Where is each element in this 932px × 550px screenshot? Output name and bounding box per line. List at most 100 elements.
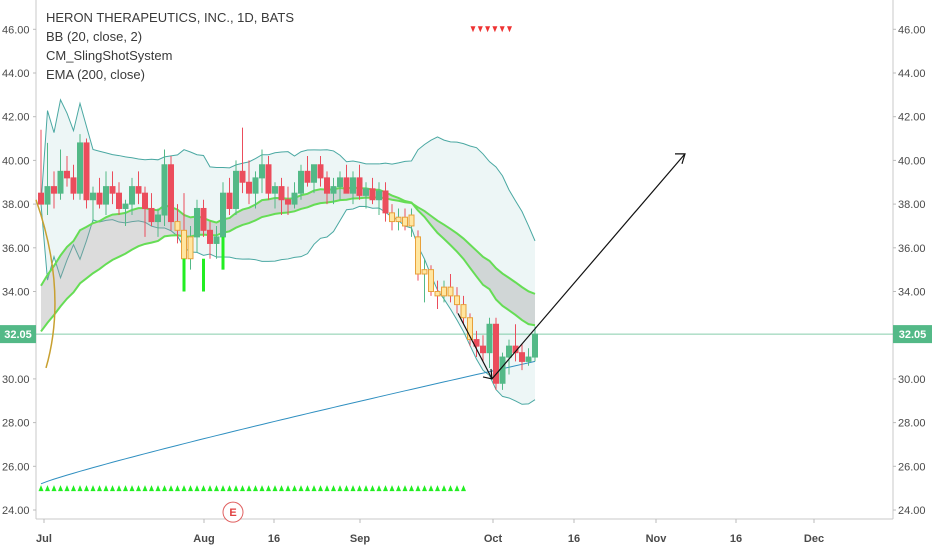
y-tick-right: 38.00: [898, 199, 926, 211]
signal-triangle-up: [129, 485, 135, 492]
signal-triangle-down: [470, 26, 476, 33]
chart-legend: HERON THERAPEUTICS, INC., 1D, BATS BB (2…: [46, 8, 294, 84]
candle-body: [291, 192, 298, 205]
price-tag-text-right: 32.05: [899, 329, 927, 341]
signal-triangle-down: [477, 26, 483, 33]
candle-body: [239, 170, 246, 183]
signal-triangle-up: [71, 485, 76, 492]
signal-triangle-up: [246, 485, 252, 492]
price-tag-text-left: 32.05: [4, 329, 32, 341]
signal-triangle-up: [38, 485, 44, 492]
signal-triangle-up: [201, 485, 206, 492]
candle-body: [181, 229, 187, 260]
signal-triangle-up: [220, 485, 226, 492]
y-tick-right: 44.00: [898, 68, 926, 80]
signal-triangle-up: [337, 485, 343, 492]
signal-triangle-up: [376, 485, 382, 492]
slingshot-long-arrow: [221, 236, 225, 270]
x-tick-label: Dec: [804, 533, 824, 545]
candle-body: [389, 212, 395, 223]
y-tick-right: 40.00: [898, 155, 926, 167]
signal-triangle-up: [51, 485, 57, 492]
signal-triangle-up: [402, 485, 408, 492]
candle-body: [499, 356, 506, 384]
candle-body: [70, 177, 77, 194]
candle-body: [421, 269, 428, 275]
price-tag-right: [893, 325, 932, 344]
signal-triangle-down: [507, 26, 512, 33]
signal-triangle-up: [233, 485, 239, 492]
candle-body: [317, 164, 324, 179]
candle-body: [233, 170, 239, 209]
y-tick-right: 34.00: [898, 287, 926, 299]
candle-body: [473, 339, 480, 347]
slingshot-long-arrow: [182, 258, 186, 292]
x-tick-label: Nov: [646, 533, 668, 545]
signal-triangle-up: [279, 485, 284, 492]
signal-triangle-up: [363, 485, 369, 492]
signal-triangle-up: [409, 485, 414, 492]
x-tick-label: 16: [268, 533, 280, 545]
candle-body: [493, 323, 499, 384]
y-tick-left: 44.00: [2, 68, 30, 80]
y-tick-right: 30.00: [898, 374, 926, 386]
candle-body: [441, 286, 447, 297]
signal-triangle-up: [103, 485, 109, 492]
candle-body: [200, 207, 207, 231]
candle-body: [207, 229, 213, 244]
y-tick-right: 42.00: [898, 112, 926, 124]
candle-body: [447, 286, 454, 297]
signal-triangle-up: [175, 485, 180, 492]
candle-body: [278, 186, 285, 201]
y-tick-right: 36.00: [898, 243, 926, 255]
y-tick-right: 28.00: [898, 418, 926, 430]
candle-body: [265, 164, 272, 194]
signal-triangle-up: [344, 485, 349, 492]
candle-body: [259, 164, 265, 179]
candle-body: [376, 190, 382, 201]
signal-triangle-up: [64, 485, 70, 492]
candle-body: [298, 170, 304, 194]
y-tick-left: 26.00: [2, 461, 30, 473]
y-tick-left: 46.00: [2, 24, 30, 36]
x-tick-label: Sep: [350, 533, 370, 545]
signal-triangle-up: [84, 485, 89, 492]
signal-triangle-down: [499, 26, 505, 33]
candle-body: [356, 177, 363, 196]
candle-body: [480, 345, 486, 354]
candle-body: [38, 192, 44, 205]
candle-body: [213, 236, 220, 244]
y-tick-left: 40.00: [2, 155, 30, 167]
x-tick-label: 16: [730, 533, 742, 545]
candle-body: [187, 236, 194, 260]
signal-triangle-up: [181, 485, 187, 492]
signal-triangle-up: [77, 485, 83, 492]
signal-triangle-up: [110, 485, 115, 492]
x-tick-label: Aug: [193, 533, 214, 545]
candle-body: [402, 216, 408, 227]
indicator-arc: [35, 199, 56, 369]
slingshot-long-arrow: [202, 258, 205, 292]
earnings-marker: [222, 501, 244, 523]
signal-triangle-up: [389, 485, 395, 492]
candle-body: [532, 333, 538, 358]
signal-triangle-up: [298, 485, 304, 492]
candle-body: [506, 345, 512, 358]
signal-triangle-up: [136, 485, 141, 492]
candle-body: [311, 164, 317, 183]
candle-body: [155, 214, 161, 223]
y-tick-right: 46.00: [898, 24, 926, 36]
y-tick-left: 36.00: [2, 243, 30, 255]
indicator-ema-label: EMA (200, close): [46, 67, 145, 82]
candle-body: [382, 190, 389, 214]
signal-triangle-up: [90, 485, 96, 492]
signal-triangle-up: [285, 485, 291, 492]
y-tick-right: 26.00: [898, 461, 926, 473]
y-tick-left: 42.00: [2, 112, 30, 124]
candle-body: [415, 236, 421, 275]
signal-triangle-up: [188, 485, 193, 492]
candle-body: [90, 192, 96, 201]
signal-triangle-up: [272, 485, 278, 492]
